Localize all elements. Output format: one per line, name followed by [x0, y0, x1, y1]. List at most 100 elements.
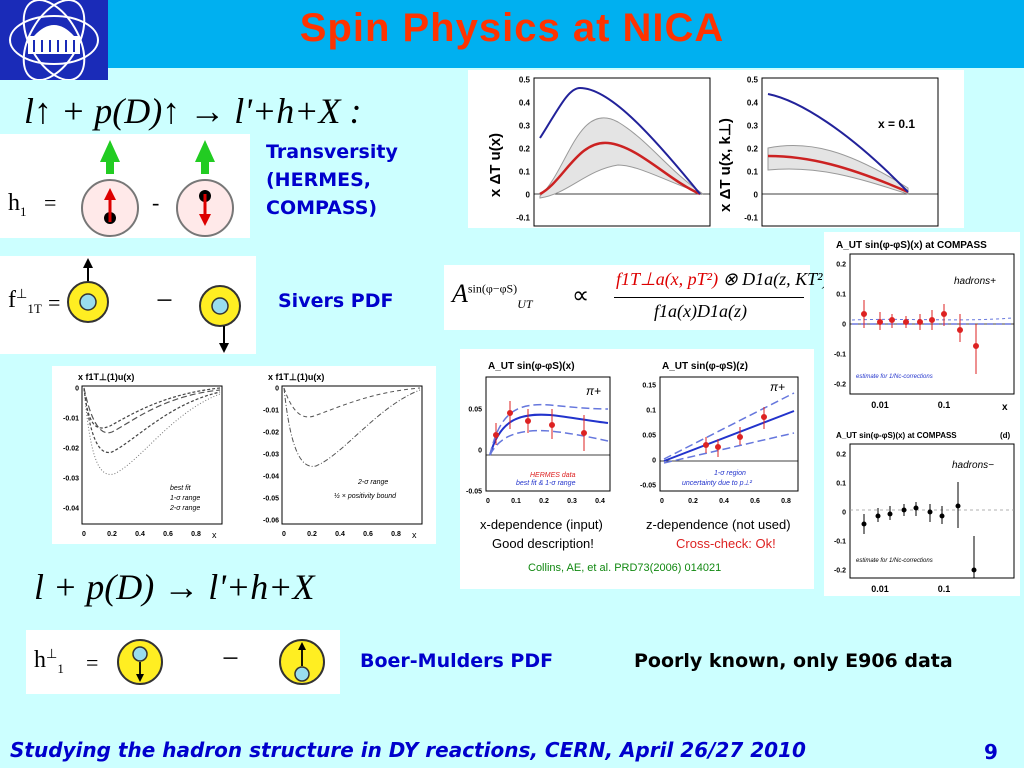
transversity-equals: = [44, 190, 57, 215]
left-legend-1: best fit [170, 485, 192, 492]
ytick-label: -0.05 [466, 488, 482, 495]
right-2sigma [283, 387, 421, 418]
left-1sigma-a [83, 387, 221, 454]
hermes-left-legend-2: best fit & 1-σ range [516, 480, 576, 487]
compass-top-estimate: estimate for 1/Nc-corrections [856, 374, 933, 380]
jinr-logo-icon [9, 0, 99, 81]
ytick-label: -0.1 [834, 538, 846, 545]
hermes-right-fit [663, 410, 795, 462]
right-sivers-xunit: x [412, 530, 417, 540]
xtick-label: 0.01 [871, 400, 889, 410]
xtick-label: 0.6 [363, 531, 373, 538]
hermes-right-band-top [663, 392, 795, 460]
xtick-label: 0.1 [511, 498, 521, 505]
boer-mulders-label: Boer-Mulders PDF [360, 650, 554, 672]
xtick-label: 0.2 [307, 531, 317, 538]
transversity-label-line-3: COMPASS) [266, 197, 378, 219]
ytick-label: 0 [275, 385, 279, 392]
hermes-right-pion: π+ [770, 380, 785, 394]
compass-top-xunit: x [1002, 402, 1008, 413]
right-sivers-yticks: 0 -0.01 -0.02 -0.03 -0.04 -0.05 -0.06 [263, 385, 279, 524]
hermes-left-points [493, 401, 587, 451]
xtick-label: 0.8 [391, 531, 401, 538]
ytick-label: 0.15 [642, 382, 656, 389]
hermes-left-title: A_UT sin(φ-φS)(x) [488, 361, 575, 372]
ytick-label: -0.01 [263, 407, 279, 414]
xtick-label: 0.6 [163, 531, 173, 538]
hermes-right-frame [659, 376, 799, 492]
ytick-label: 0 [478, 447, 482, 454]
right-sivers-frame [281, 385, 423, 525]
compass-plots-svg: A_UT sin(φ-φS)(x) at COMPASS hadrons+ 0.… [834, 240, 1015, 594]
left-sivers-xunit: x [212, 530, 217, 540]
propto-symbol: ∝ [572, 283, 590, 309]
sivers-function-plots-svg: x f1T⊥(1)u(x) x f1T⊥(1)u(x) 0 -0.01 -0.02 -… [63, 372, 423, 540]
xtick-label: 0 [282, 531, 286, 538]
transversity-minus: - [152, 190, 160, 215]
xtick-label: 0.2 [107, 531, 117, 538]
compass-top-yticks: 0.2 0.1 0 -0.1 -0.2 [834, 261, 846, 388]
fraction-bar [614, 297, 804, 298]
ytick-label: -0.04 [63, 505, 79, 512]
compass-bottom-title: A_UT sin(φ-φS)(x) at COMPASS [836, 431, 957, 440]
ytick-label: 0 [75, 385, 79, 392]
asymmetry-lhs: Asin(φ−φS)UT [452, 279, 533, 312]
footer-text: Studying the hadron structure in DY reac… [10, 738, 806, 762]
ytick-label: -0.05 [640, 482, 656, 489]
xtick-label: 0.1 [938, 400, 951, 410]
formula-unpolarized: l + p(D) → l'+h+X [34, 567, 315, 607]
left-best-fit [83, 387, 221, 434]
hermes-right-legend-1: 1-σ region [714, 470, 746, 477]
hermes-left-caption-2: Good description! [492, 536, 594, 551]
compass-top-points [861, 300, 979, 374]
hermes-right-legend-2: uncertainty due to p⊥² [682, 480, 753, 487]
transversity-nucleon-icons [81, 140, 234, 237]
ytick-label: -0.03 [263, 451, 279, 458]
hermes-right-title: A_UT sin(φ-φS)(z) [662, 361, 748, 372]
right-red-curve [767, 154, 909, 194]
xtick-label: 0.4 [135, 531, 145, 538]
compass-top-label: hadrons+ [954, 276, 996, 287]
compass-top-title: A_UT sin(φ-φS)(x) at COMPASS [836, 240, 987, 251]
boer-mulders-minus: − [222, 642, 239, 675]
compass-plots: A_UT sin(φ-φS)(x) at COMPASS hadrons+ 0.… [824, 232, 1020, 596]
ytick-label: 0.1 [836, 291, 846, 298]
boer-mulders-equals: = [86, 650, 99, 675]
ytick-label: -0.01 [63, 415, 79, 422]
left-legend-3: 2-σ range [169, 505, 200, 512]
boer-mulders-diagram: h⊥1 = − [26, 630, 340, 694]
left-sivers-xticks: 0 0.2 0.4 0.6 0.8 [82, 531, 201, 538]
xtick-label: 0 [82, 531, 86, 538]
right-blue-curve [767, 93, 909, 193]
xtick-label: 0.4 [595, 498, 605, 505]
transversity-diagram: h1 = - [0, 134, 250, 238]
sivers-nucleon-icons [67, 258, 241, 353]
hermes-left-xticks: 0 0.1 0.2 0.3 0.4 [486, 498, 605, 505]
ytick-label: -0.1 [516, 214, 530, 223]
xtick-label: 0.8 [781, 498, 791, 505]
hermes-left-legend-1: HERMES data [530, 472, 576, 479]
ytick-label: 0.05 [642, 432, 656, 439]
sivers-asymmetry-formula: Asin(φ−φS)UT ∝ f1T⊥a(x, pT²) ⊗ D1a(z, KT… [444, 265, 829, 330]
xtick-label: 0.01 [871, 584, 889, 594]
left-sivers-frame [81, 385, 223, 525]
ytick-label: 0 [526, 191, 531, 200]
hermes-right-caption-2: Cross-check: Ok! [676, 536, 776, 551]
compass-bottom-estimate: estimate for 1/Nc-corrections [856, 558, 933, 564]
ytick-label: 0.3 [519, 122, 531, 131]
xtick-label: 0.6 [750, 498, 760, 505]
compass-bottom-frame [849, 443, 1015, 579]
compass-bottom-tag: (d) [1000, 431, 1011, 440]
ytick-label: 0.1 [519, 168, 531, 177]
xtick-label: 0.4 [719, 498, 729, 505]
compass-bottom-yticks: 0.2 0.1 0 -0.1 -0.2 [834, 451, 846, 574]
ytick-label: 0.3 [747, 122, 759, 131]
boer-mulders-nucleon-icons [117, 639, 325, 685]
boer-mulders-note: Poorly known, only E906 data [634, 650, 953, 672]
ytick-label: -0.02 [263, 429, 279, 436]
left-legend-2: 1-σ range [170, 495, 200, 502]
hermes-right-points [703, 407, 767, 457]
left-red-curve [539, 141, 701, 196]
right-positivity-bound [283, 387, 421, 467]
page-number: 9 [984, 740, 998, 764]
